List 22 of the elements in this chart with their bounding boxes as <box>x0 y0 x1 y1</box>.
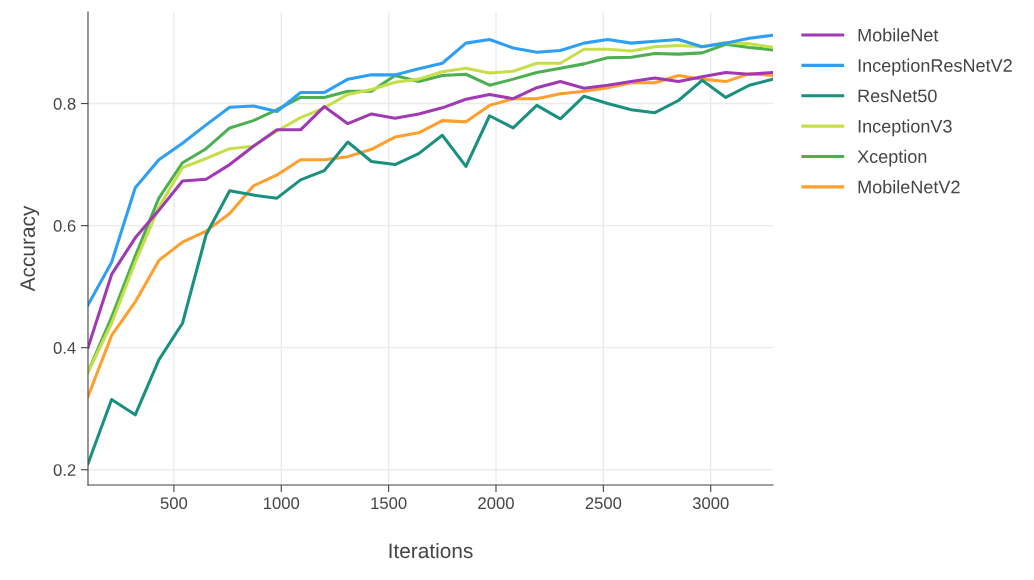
y-axis-title: Accuracy <box>20 205 40 292</box>
x-tick-label: 2000 <box>478 497 514 510</box>
x-axis-title: Iterations <box>389 542 473 559</box>
y-tick-label: 0.6 <box>53 220 76 232</box>
line-series <box>88 77 773 466</box>
line-series <box>88 70 773 350</box>
x-tick-label: 1500 <box>371 497 407 510</box>
y-tick-label: 0.2 <box>53 464 76 476</box>
line-series <box>88 33 773 307</box>
legend-label: InceptionResNetV2 <box>858 58 1012 76</box>
x-tick-label: 3000 <box>692 497 729 510</box>
legend-label: ResNet50 <box>858 89 937 103</box>
legend-label: Xception <box>857 149 927 167</box>
y-tick-label: 0.8 <box>53 97 76 110</box>
line-series <box>88 72 773 399</box>
x-tick-label: 500 <box>160 497 188 510</box>
legend-label: MobileNet <box>858 28 939 42</box>
y-tick-label: 0.4 <box>53 342 76 354</box>
legend-label: MobileNetV2 <box>858 180 960 194</box>
legend-label: InceptionV3 <box>858 119 952 137</box>
x-tick-label: 1000 <box>263 497 300 510</box>
x-tick-label: 2500 <box>585 497 622 510</box>
